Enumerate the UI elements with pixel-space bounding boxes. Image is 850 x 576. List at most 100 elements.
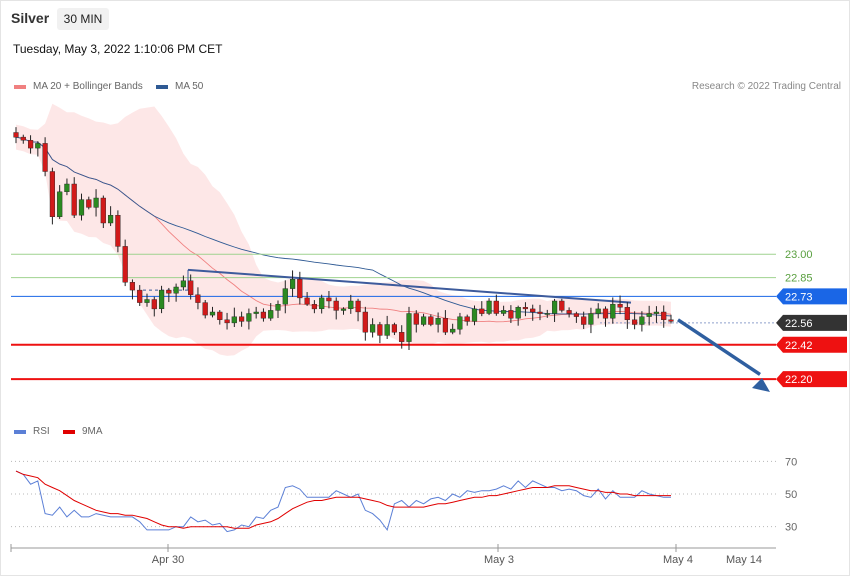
- candle-body: [515, 307, 521, 319]
- instrument-title: Silver: [11, 10, 50, 26]
- ma50-line: [15, 136, 672, 317]
- chart-datetime: Tuesday, May 3, 2022 1:10:06 PM CET: [13, 42, 223, 56]
- rsi-legend-swatch: [14, 430, 26, 434]
- candle-body: [64, 183, 70, 193]
- candle-body: [602, 308, 609, 319]
- candle-body: [486, 300, 492, 314]
- candle-body: [464, 316, 470, 322]
- resistance-label-22.85: 22.85: [785, 273, 813, 285]
- candle-body: [209, 311, 216, 316]
- candle-body: [610, 304, 616, 319]
- rsi-line: [15, 470, 671, 533]
- candle-body: [202, 302, 208, 316]
- last-label-22.56: 22.56: [785, 318, 813, 330]
- candle-body: [406, 313, 412, 342]
- candle-body: [195, 294, 201, 303]
- candle-body: [311, 304, 318, 310]
- candle-body: [413, 313, 419, 325]
- ma20-legend-swatch: [14, 85, 26, 89]
- candle-body: [282, 288, 288, 305]
- candle-body: [421, 316, 427, 325]
- candle-body: [340, 308, 347, 311]
- ma20-legend-label: MA 20 + Bollinger Bands: [33, 81, 143, 92]
- candle-body: [319, 297, 325, 309]
- ma50-legend-label: MA 50: [175, 81, 204, 92]
- candle-body: [544, 313, 550, 315]
- candle-body: [57, 191, 63, 218]
- projection-arrow-shaft: [677, 318, 761, 376]
- candle-body: [457, 316, 463, 330]
- candle-body: [573, 313, 580, 317]
- candle-body: [326, 297, 332, 302]
- candle-body: [508, 310, 514, 319]
- candle-body: [668, 319, 674, 322]
- candle-body: [362, 311, 368, 333]
- candle-body: [428, 316, 434, 325]
- timeframe-button[interactable]: 30 MIN: [57, 8, 109, 30]
- candle-body: [661, 311, 667, 321]
- projection-arrow-head: [752, 378, 770, 392]
- x-tick-label: May 3: [484, 554, 514, 566]
- candle-body: [246, 313, 252, 322]
- candle-body: [435, 318, 441, 325]
- candle-body: [166, 289, 172, 294]
- candle-body: [391, 324, 398, 333]
- candle-body: [471, 308, 478, 322]
- candle-body: [566, 310, 572, 314]
- candle-body: [537, 311, 543, 314]
- candle-body: [13, 132, 19, 138]
- candle-body: [260, 311, 267, 319]
- candle-body: [581, 316, 587, 325]
- candle-body: [450, 328, 456, 333]
- candle-body: [479, 308, 485, 314]
- candle-body: [530, 308, 536, 313]
- candle-body: [49, 171, 56, 217]
- bollinger-band: [16, 103, 671, 356]
- candle-body: [238, 316, 245, 322]
- candle-body: [158, 289, 165, 310]
- resistance-label-23.00: 23.00: [785, 249, 813, 261]
- candle-body: [355, 300, 361, 313]
- candle-body: [588, 313, 594, 325]
- candle-body: [129, 282, 136, 291]
- candle-body: [617, 304, 623, 308]
- candle-body: [646, 313, 652, 317]
- candle-body: [632, 319, 638, 325]
- candle-body: [348, 300, 354, 310]
- candle-body: [42, 143, 48, 172]
- last-tag-22.56: [776, 314, 847, 331]
- candle-body: [290, 279, 296, 289]
- support-label-22.20: 22.20: [785, 374, 813, 386]
- candle-body: [639, 316, 645, 325]
- candle-body: [552, 300, 558, 314]
- trend-line: [187, 268, 632, 304]
- candle-body: [297, 279, 303, 299]
- candle-body: [107, 214, 114, 224]
- rsi-tick-50: 50: [785, 489, 797, 501]
- candle-body: [304, 297, 310, 305]
- x-tick-label: Apr 30: [152, 554, 184, 566]
- rsi-9ma-line: [15, 470, 671, 529]
- support-tag-22.42: [776, 336, 847, 353]
- candle-body: [217, 311, 223, 321]
- candle-body: [653, 311, 660, 314]
- candle-body: [384, 324, 390, 336]
- candle-body: [370, 324, 376, 333]
- candle-body: [20, 136, 26, 141]
- candle-body: [501, 310, 507, 314]
- candle-body: [224, 319, 230, 324]
- candle-body: [275, 304, 281, 311]
- ma9-legend-swatch: [63, 430, 75, 434]
- support-label-22.42: 22.42: [785, 340, 813, 352]
- candle-body: [442, 318, 449, 333]
- candle-body: [377, 324, 383, 336]
- candle-body: [115, 214, 121, 247]
- rsi-tick-30: 30: [785, 522, 797, 534]
- candle-body: [253, 311, 259, 314]
- candle-body: [151, 299, 157, 310]
- ma50-legend-swatch: [156, 85, 168, 89]
- x-tick-label: May 4: [663, 554, 693, 566]
- candle-body: [595, 308, 601, 314]
- candle-body: [78, 199, 85, 216]
